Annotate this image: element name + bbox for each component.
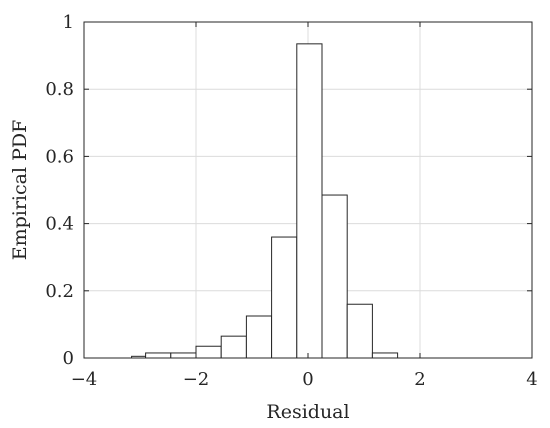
- y-tick-label: 0.8: [45, 79, 74, 100]
- histogram-bar: [271, 236, 298, 359]
- histogram-bar: [145, 352, 172, 359]
- histogram-bar: [296, 43, 323, 359]
- histogram-bar: [245, 315, 273, 359]
- y-tick-label: 0.6: [45, 146, 74, 167]
- y-tick-label: 0: [63, 348, 74, 369]
- y-tick-label: 0.4: [45, 214, 74, 235]
- x-axis-ticks: −4 −2 0 2 4: [71, 22, 538, 390]
- x-tick-label: 4: [526, 369, 537, 390]
- x-tick-label: −4: [71, 369, 98, 390]
- y-tick-label: 0.2: [45, 281, 74, 302]
- y-axis-label: Empirical PDF: [9, 120, 31, 261]
- histogram-bar: [346, 303, 373, 359]
- histogram-bars: [131, 43, 399, 359]
- histogram-bar: [170, 352, 197, 359]
- x-tick-label: −2: [183, 369, 210, 390]
- y-tick-label: 1: [63, 12, 74, 33]
- y-axis-ticks: 0 0.2 0.4 0.6 0.8 1: [45, 12, 532, 369]
- x-axis-label: Residual: [266, 401, 349, 423]
- histogram-bar: [321, 194, 348, 359]
- histogram-bar: [220, 335, 247, 359]
- x-tick-label: 2: [414, 369, 425, 390]
- x-tick-label: 0: [302, 369, 313, 390]
- histogram-bar: [371, 352, 399, 359]
- histogram-bar: [195, 345, 222, 359]
